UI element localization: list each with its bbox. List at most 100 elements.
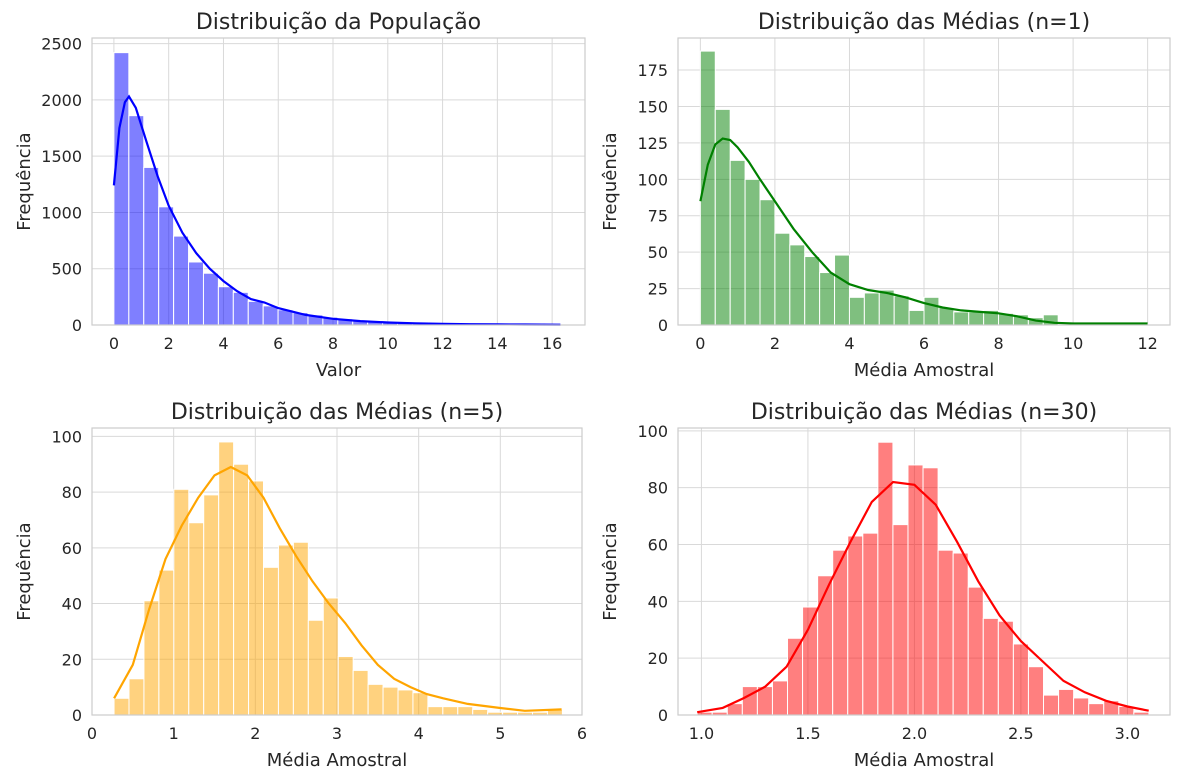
- x-tick-label: 6: [577, 724, 587, 743]
- x-tick-label: 0: [109, 334, 119, 353]
- histogram-bar: [1027, 666, 1045, 716]
- histogram-bar: [322, 597, 339, 716]
- histogram-bar: [848, 296, 865, 326]
- histogram-bar: [1073, 697, 1090, 716]
- histogram-bar: [1043, 694, 1060, 716]
- histogram-bar: [819, 272, 836, 326]
- x-tick-label: 12: [432, 334, 452, 353]
- x-tick-label: 4: [218, 334, 228, 353]
- x-tick-label: 6: [273, 334, 283, 353]
- x-axis-label: Valor: [316, 360, 362, 381]
- y-tick-label: 0: [72, 706, 82, 725]
- y-tick-label: 125: [637, 134, 668, 153]
- y-tick-label: 20: [648, 649, 668, 668]
- chart-panel-1: 0 2 4 6 8 10 12 14 16 0 500 1000 1500 2000 2500 Distrib…: [14, 10, 586, 381]
- histogram-bar: [113, 52, 130, 326]
- histogram-bar: [967, 586, 984, 716]
- histogram-bar: [247, 300, 264, 326]
- histogram-bar: [337, 655, 354, 716]
- histogram-bar: [938, 307, 955, 326]
- histogram-bar: [233, 463, 250, 716]
- histogram-bar: [307, 619, 324, 716]
- histogram-bar: [442, 706, 459, 716]
- histogram-bar: [759, 199, 776, 326]
- x-tick-label: 1.5: [795, 724, 820, 743]
- histogram-bar: [982, 617, 999, 716]
- chart-title: Distribuição da População: [196, 10, 481, 35]
- histogram-bar: [202, 272, 219, 326]
- y-tick-label: 25: [648, 280, 668, 299]
- histogram-bar: [218, 441, 235, 716]
- histogram-bar: [277, 544, 294, 716]
- histogram-bar: [188, 261, 204, 326]
- histogram-bar: [158, 206, 175, 326]
- histogram-bar: [113, 697, 130, 716]
- x-tick-label: 14: [487, 334, 507, 353]
- x-tick-label: 4: [844, 334, 854, 353]
- y-tick-label: 100: [637, 170, 668, 189]
- histogram-bar: [143, 166, 160, 326]
- histogram-bar: [907, 464, 924, 716]
- x-tick-label: 2: [250, 724, 260, 743]
- histogram-bar: [1088, 703, 1105, 716]
- y-axis-label: Frequência: [600, 522, 621, 620]
- y-tick-label: 500: [51, 260, 82, 279]
- x-tick-label: 16: [542, 334, 562, 353]
- histogram-bar: [729, 159, 746, 326]
- y-tick-label: 100: [51, 427, 82, 446]
- histogram-bar: [804, 256, 821, 326]
- x-tick-label: 2.0: [902, 724, 927, 743]
- histogram-bar: [952, 552, 969, 716]
- chart-title: Distribuição das Médias (n=1): [758, 10, 1090, 35]
- histogram-bar: [128, 115, 145, 326]
- chart-panel-4: 1.0 1.5 2.0 2.5 3.0 0 20 40 60 80 100 Distribuição …: [600, 400, 1171, 771]
- histogram-bar: [352, 669, 369, 716]
- histogram-bar: [128, 678, 145, 716]
- x-tick-label: 10: [1063, 334, 1083, 353]
- y-tick-label: 40: [648, 592, 668, 611]
- y-tick-label: 0: [658, 316, 668, 335]
- y-tick-label: 80: [648, 479, 668, 498]
- y-tick-label: 80: [62, 483, 82, 502]
- x-tick-label: 1: [169, 724, 179, 743]
- histogram-bar: [908, 309, 925, 326]
- y-tick-label: 1500: [41, 147, 82, 166]
- histogram-bar: [173, 235, 190, 326]
- histogram-bar: [457, 706, 474, 716]
- kde-line: [697, 480, 1149, 714]
- chart-title: Distribuição das Médias (n=30): [751, 400, 1097, 425]
- y-tick-label: 2000: [41, 91, 82, 110]
- histogram-bar: [863, 292, 880, 326]
- histogram-bar: [937, 549, 954, 716]
- histogram-bar: [968, 311, 985, 326]
- histogram-bar: [878, 289, 895, 326]
- plot-area-frame: [677, 427, 1171, 716]
- y-tick-label: 2500: [41, 35, 82, 54]
- x-tick-label: 5: [495, 724, 505, 743]
- y-tick-label: 0: [658, 706, 668, 725]
- x-axis-label: Média Amostral: [854, 750, 995, 771]
- x-tick-label: 1.0: [689, 724, 714, 743]
- x-tick-label: 12: [1137, 334, 1157, 353]
- histogram-bar: [771, 680, 789, 716]
- kde-line: [112, 94, 561, 326]
- histogram-bar: [834, 254, 850, 326]
- histogram-bar: [817, 575, 834, 716]
- y-axis-label: Frequência: [14, 132, 35, 230]
- y-tick-label: 0: [72, 316, 82, 335]
- kde-line: [699, 137, 1148, 325]
- y-tick-label: 50: [648, 243, 668, 262]
- histogram-bar: [744, 178, 761, 326]
- histogram-bar: [158, 569, 175, 716]
- histogram-bar: [217, 286, 234, 326]
- histogram-bar: [173, 488, 190, 716]
- histogram-bar: [862, 532, 879, 716]
- x-axis-label: Média Amostral: [267, 750, 408, 771]
- x-tick-label: 10: [378, 334, 398, 353]
- y-tick-label: 175: [637, 61, 668, 80]
- y-tick-label: 60: [648, 536, 668, 555]
- histogram-bar: [1058, 688, 1075, 716]
- histogram-bar: [263, 566, 279, 716]
- x-tick-label: 0: [695, 334, 705, 353]
